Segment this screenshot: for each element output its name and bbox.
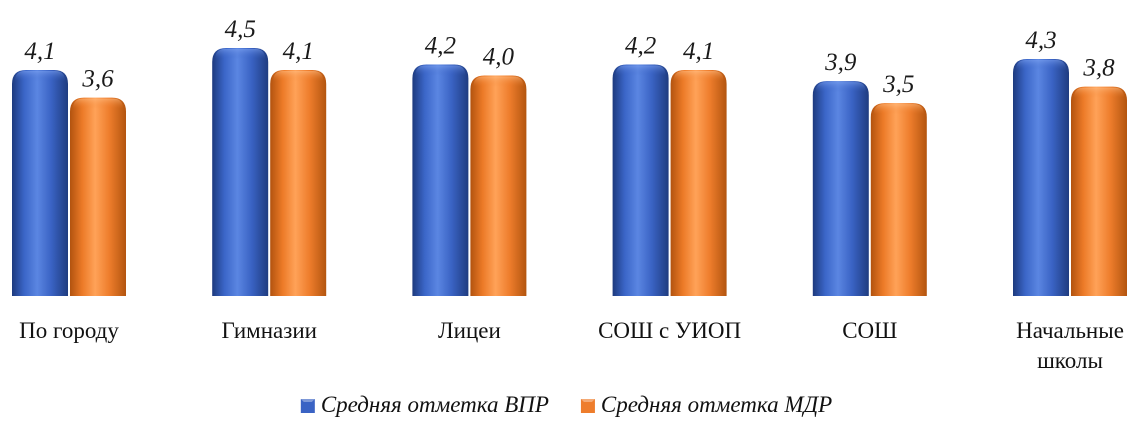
category-label-5: Начальные школы [1016,318,1124,373]
bar-mdr-0 [70,97,126,296]
bar-vpr-2 [412,64,469,297]
legend-swatch-bevel-1 [580,399,595,402]
legend-label-mdr: Средняя отметка МДР [601,392,832,417]
category-label-4: СОШ [842,318,897,343]
category-label-3: СОШ с УИОП [598,318,741,343]
data-label-mdr-0: 3,6 [81,66,114,93]
data-label-mdr-2: 4,0 [483,44,515,71]
bar-mdr-2 [470,75,527,296]
data-label-vpr-4: 3,9 [824,49,857,76]
bar-highlight-mdr-4 [873,104,924,115]
bar-mdr-1 [270,70,327,297]
bar-highlight-mdr-2 [473,76,524,87]
bar-highlight-vpr-3 [615,65,666,76]
data-label-mdr-4: 3,5 [882,71,914,98]
legend-swatch-vpr [300,399,315,413]
bar-vpr-0 [12,70,68,297]
bar-vpr-1 [212,48,269,296]
category-label-1: Гимназии [221,318,317,343]
legend-item-mdr: Средняя отметка МДР [580,392,832,417]
legend-item-vpr: Средняя отметка ВПР [300,392,549,417]
data-label-vpr-2: 4,2 [425,33,456,60]
bar-vpr-3 [612,64,669,297]
data-label-vpr-3: 4,2 [625,33,656,60]
bar-highlight-vpr-4 [815,82,866,93]
bar-mdr-5 [1071,86,1127,296]
bar-highlight-mdr-1 [273,71,324,82]
bar-mdr-4 [870,103,927,296]
legend-swatch-bevel-0 [300,399,315,402]
data-label-vpr-5: 4,3 [1025,27,1056,54]
bar-highlight-mdr-5 [1074,87,1124,98]
data-label-mdr-3: 4,1 [683,38,714,65]
bar-mdr-3 [670,70,727,297]
category-label-2: Лицеи [438,318,501,343]
data-label-mdr-1: 4,1 [283,38,314,65]
legend-label-vpr: Средняя отметка ВПР [321,392,549,417]
bar-highlight-mdr-0 [73,98,123,109]
data-label-vpr-0: 4,1 [24,38,55,65]
plot-area: 4,1 3,6 4,5 4,1 4,2 4,0 4,2 4,1 3,9 3,5 4,3 3,8 [12,16,1127,297]
category-label-0: По городу [19,318,119,343]
bar-vpr-5 [1013,59,1069,297]
data-label-vpr-1: 4,5 [225,16,256,43]
bar-highlight-vpr-2 [415,65,466,76]
legend-swatch-mdr [580,399,595,413]
legend: Средняя отметка ВПР Средняя отметка МДР [300,392,832,417]
bar-highlight-vpr-0 [15,71,65,82]
category-axis: По городу Гимназии Лицеи СОШ с УИОП СОШ Начал… [19,318,1124,373]
bar-highlight-vpr-5 [1016,60,1066,71]
bar-vpr-4 [812,81,869,296]
bar-highlight-vpr-1 [215,49,266,59]
data-label-mdr-5: 3,8 [1082,55,1115,82]
bar-highlight-mdr-3 [673,71,724,82]
